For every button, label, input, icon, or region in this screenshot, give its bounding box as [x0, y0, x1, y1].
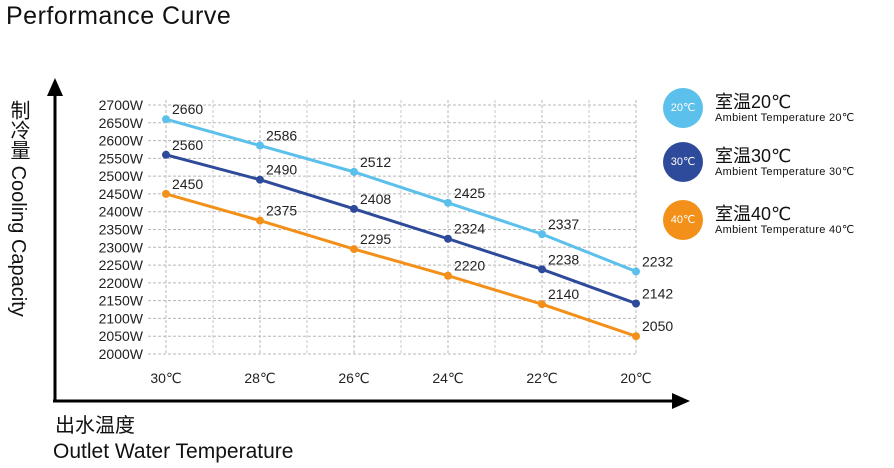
y-tick-label: 2200W [99, 275, 144, 291]
data-label: 2586 [266, 128, 297, 144]
x-tick-label: 26℃ [338, 370, 369, 386]
data-point [444, 271, 452, 280]
x-axis-arrow [672, 393, 690, 409]
data-label: 2450 [172, 176, 203, 192]
x-tick-label: 22℃ [526, 370, 557, 386]
data-label: 2142 [642, 285, 673, 301]
data-label: 2140 [548, 286, 579, 302]
data-label: 2560 [172, 137, 203, 153]
x-axis-label-cn: 出水温度 [55, 415, 135, 437]
legend-label-en-20: Ambient Temperature 20℃ [715, 112, 855, 124]
y-tick-label: 2450W [99, 186, 144, 202]
data-label: 2660 [172, 101, 203, 117]
y-tick-label: 2000W [99, 346, 144, 362]
data-point [350, 204, 358, 213]
y-tick-label: 2050W [99, 328, 144, 344]
y-tick-label: 2550W [99, 150, 144, 166]
data-point [632, 332, 640, 341]
y-axis-label-en: Cooling Capacity [7, 165, 29, 317]
data-point [162, 150, 170, 159]
y-tick-label: 2250W [99, 257, 144, 273]
plot-area [148, 100, 638, 354]
x-tick-label: 30℃ [150, 370, 181, 386]
y-tick-label: 2400W [99, 204, 144, 220]
data-point [538, 265, 546, 274]
data-point [632, 267, 640, 276]
x-tick-label: 20℃ [620, 370, 651, 386]
legend-item-40: 40℃ 室温40℃ Ambient Temperature 40℃ [663, 200, 893, 244]
data-point [538, 300, 546, 309]
data-label: 2238 [548, 251, 579, 267]
y-tick-label: 2300W [99, 239, 144, 255]
legend-item-30: 30℃ 室温30℃ Ambient Temperature 30℃ [663, 142, 893, 186]
data-point [256, 141, 264, 150]
y-tick-label: 2700W [99, 97, 144, 113]
data-label: 2337 [548, 216, 579, 232]
data-label: 2295 [360, 231, 391, 247]
y-tick-label: 2100W [99, 310, 144, 326]
legend-item-20: 20℃ 室温20℃ Ambient Temperature 20℃ [663, 88, 893, 132]
y-tick-label: 2150W [99, 293, 144, 309]
data-label: 2512 [360, 154, 391, 170]
legend-label-en-30: Ambient Temperature 30℃ [715, 166, 855, 178]
x-tick-label: 28℃ [244, 370, 275, 386]
y-axis-arrow [47, 78, 63, 96]
data-label: 2232 [642, 253, 673, 269]
x-tick-label: 24℃ [432, 370, 463, 386]
y-tick-label: 2350W [99, 222, 144, 238]
legend-label-cn-40: 室温40℃ [715, 204, 792, 224]
y-tick-label: 2500W [99, 168, 144, 184]
legend-label-cn-30: 室温30℃ [715, 146, 792, 166]
data-label: 2324 [454, 221, 485, 237]
data-label: 2220 [454, 258, 485, 274]
legend-badge-20: 20℃ [663, 88, 703, 128]
x-axis-label-en: Outlet Water Temperature [53, 440, 294, 463]
series-line-2 [165, 192, 637, 338]
data-point [444, 198, 452, 207]
data-point [350, 167, 358, 176]
data-label: 2050 [642, 318, 673, 334]
chart-title: Performance Curve [6, 2, 232, 30]
data-point [256, 216, 264, 225]
data-point [162, 115, 170, 124]
data-point [632, 299, 640, 308]
y-axis-label: 制冷量 Cooling Capacity [2, 100, 29, 317]
series-line-0 [165, 117, 637, 273]
data-label: 2425 [454, 185, 485, 201]
data-point [256, 175, 264, 184]
data-label: 2408 [360, 191, 391, 207]
data-point [162, 189, 170, 198]
series-line-1 [165, 153, 637, 305]
data-label: 2490 [266, 162, 297, 178]
y-tick-label: 2600W [99, 133, 144, 149]
data-point [538, 230, 546, 239]
legend-label-en-40: Ambient Temperature 40℃ [715, 224, 855, 236]
y-axis-label-cn: 制冷量 [7, 100, 29, 160]
data-point [350, 245, 358, 254]
legend-badge-30: 30℃ [663, 142, 703, 182]
data-point [444, 234, 452, 243]
y-tick-label: 2650W [99, 115, 144, 131]
data-label: 2375 [266, 203, 297, 219]
legend-label-cn-20: 室温20℃ [715, 92, 792, 112]
legend-badge-40: 40℃ [663, 200, 703, 240]
